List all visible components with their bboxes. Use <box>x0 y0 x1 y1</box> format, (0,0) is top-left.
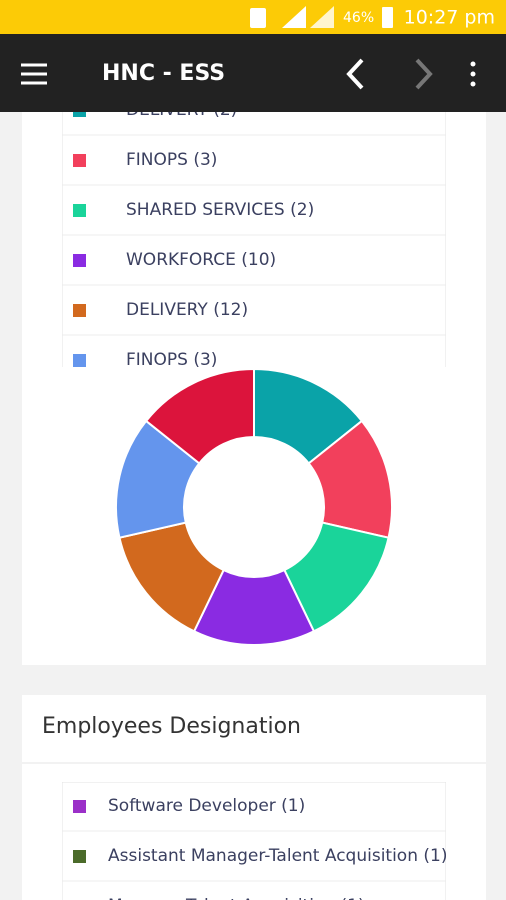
legend-label: DELIVERY (12) <box>126 300 248 320</box>
sim-icon <box>250 8 266 28</box>
legend-swatch <box>73 304 86 317</box>
menu-button[interactable] <box>21 63 47 85</box>
legend-swatch <box>73 204 86 217</box>
department-legend: DELIVERY (2) FINOPS (3) SHARED SERVICES (2… <box>62 100 446 370</box>
signal-icon <box>310 6 334 28</box>
toolbar <box>0 34 506 112</box>
donut-chart <box>115 367 393 646</box>
clock: 10:27 pm <box>404 7 495 29</box>
legend-swatch <box>73 154 86 167</box>
signal-icon <box>282 6 306 28</box>
toolbar-title: HNC - ESS <box>102 61 225 86</box>
more-button[interactable] <box>470 61 476 87</box>
legend-swatch <box>73 254 86 267</box>
legend-swatch <box>73 354 86 367</box>
designation-card <box>22 695 486 900</box>
donut-slice <box>144 367 255 465</box>
designation-legend: Software Developer (1) Assistant Manager-… <box>62 782 447 900</box>
legend-swatch <box>73 800 86 813</box>
legend-label: FINOPS (3) <box>126 150 217 170</box>
legend-label: FINOPS (3) <box>126 350 217 370</box>
battery-text: 46% <box>343 10 374 26</box>
legend-label: Assistant Manager-Talent Acquisition (1) <box>108 846 447 866</box>
legend-label: Software Developer (1) <box>108 796 305 816</box>
legend-swatch <box>73 850 86 863</box>
back-button[interactable] <box>346 58 364 90</box>
legend-swatch <box>73 112 86 117</box>
legend-label: SHARED SERVICES (2) <box>126 200 314 220</box>
legend-label: DELIVERY (2) <box>126 100 237 120</box>
legend-label: WORKFORCE (10) <box>126 250 276 270</box>
card-title: Employees Designation <box>42 714 301 739</box>
battery-icon <box>382 7 393 28</box>
legend-label: Manager-Talent Acquisition (1) <box>108 896 365 900</box>
status-icons <box>250 6 393 28</box>
forward-button[interactable] <box>415 58 433 90</box>
